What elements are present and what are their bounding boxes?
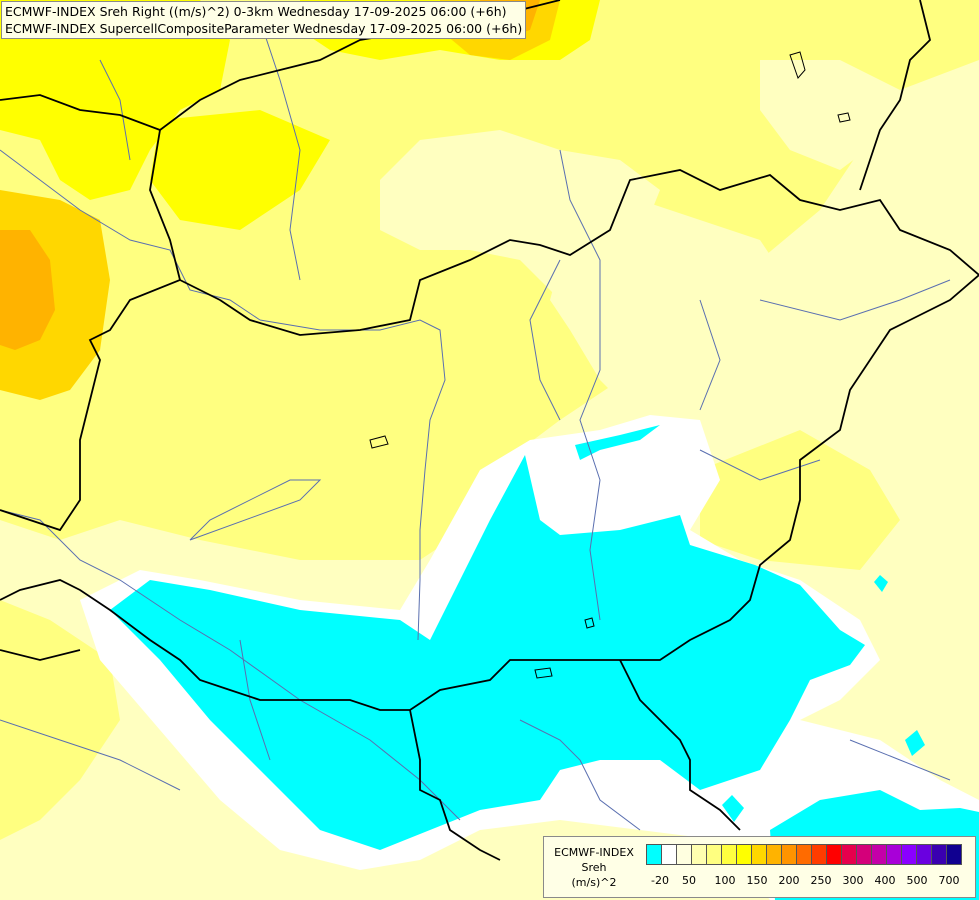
country-borders — [0, 0, 979, 861]
legend-swatch — [826, 844, 842, 865]
legend-swatch — [766, 844, 782, 865]
legend-swatch — [886, 844, 902, 865]
legend-tick-label: 200 — [778, 874, 800, 887]
legend-swatch — [661, 844, 677, 865]
legend-swatch — [706, 844, 722, 865]
legend-swatch — [721, 844, 737, 865]
legend-swatch — [691, 844, 707, 865]
legend-swatch — [856, 844, 872, 865]
legend-tick-label: 500 — [906, 874, 928, 887]
legend-tick-label: 300 — [842, 874, 864, 887]
legend-swatch — [841, 844, 857, 865]
legend-title: ECMWF-INDEX Sreh (m/s)^2 — [544, 845, 644, 890]
legend-tick-label: 250 — [810, 874, 832, 887]
lake-outlines — [369, 51, 851, 679]
legend-swatch — [676, 844, 692, 865]
legend-title-line1: ECMWF-INDEX — [554, 846, 634, 859]
legend-swatch — [901, 844, 917, 865]
sreh-field-pale-patches — [380, 60, 900, 440]
title-line-sreh: ECMWF-INDEX Sreh Right ((m/s)^2) 0-3km W… — [5, 4, 507, 19]
legend-title-line3: (m/s)^2 — [571, 876, 617, 889]
legend-tick-label: 50 — [682, 874, 696, 887]
legend-swatch — [736, 844, 752, 865]
legend-title-line2: Sreh — [581, 861, 607, 874]
legend-swatch — [946, 844, 962, 865]
legend-swatch — [916, 844, 932, 865]
legend-tick-label: 150 — [746, 874, 768, 887]
legend-swatch — [751, 844, 767, 865]
color-legend: ECMWF-INDEX Sreh (m/s)^2 -20 50 100 150 200 2… — [543, 836, 976, 898]
legend-swatch — [811, 844, 827, 865]
legend-tick-label: 400 — [874, 874, 896, 887]
legend-swatch — [871, 844, 887, 865]
legend-tick-label: 100 — [714, 874, 736, 887]
legend-swatch — [646, 844, 662, 865]
legend-swatch — [781, 844, 797, 865]
legend-swatch — [796, 844, 812, 865]
title-line-scp: ECMWF-INDEX SupercellCompositeParameter … — [5, 21, 523, 36]
legend-swatches — [646, 844, 962, 866]
legend-ticks: -20 50 100 150 200 250 300 400 500 700 — [646, 874, 976, 890]
map-title-box: ECMWF-INDEX Sreh Right ((m/s)^2) 0-3km W… — [1, 1, 527, 39]
legend-tick-label: -20 — [651, 874, 669, 887]
legend-swatch — [931, 844, 947, 865]
legend-tick-label: 700 — [938, 874, 960, 887]
